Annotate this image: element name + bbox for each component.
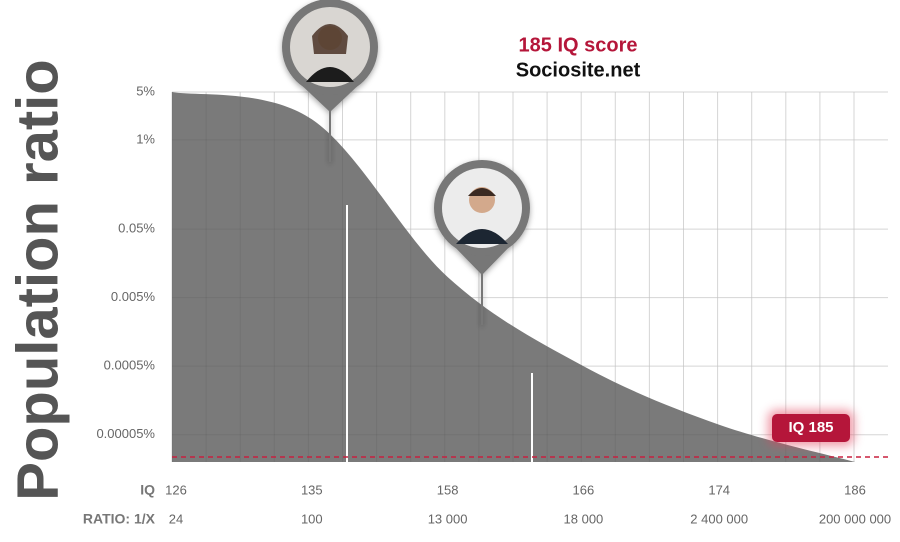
annotation: IQ 185 [788,419,833,436]
y-tick-label: 0.0005% [104,358,156,373]
area [172,92,888,462]
chart-title: 185 IQ score [519,34,638,56]
y-tick-label: 5% [136,83,155,98]
marks [172,92,888,462]
pin [434,160,530,325]
ratio-label: 13 000 [428,511,468,526]
pin [282,0,378,162]
x-tick-label: 158 [437,482,459,497]
y-tick-label: 1% [136,131,155,146]
y-tick-label: 0.005% [111,289,156,304]
x-tick-label: 174 [708,482,730,497]
ratio-label: 2 400 000 [690,511,748,526]
ratio-label: 18 000 [564,511,604,526]
x-tick-label: 186 [844,482,866,497]
annotation-badge [772,414,850,442]
ratio-label: 24 [169,511,183,526]
x-tick-label: 166 [573,482,595,497]
y-axis-label: Population ratio [5,59,70,500]
x-row-label: IQ [140,482,155,498]
chart-subtitle: Sociosite.net [516,59,641,81]
y-tick-label: 0.00005% [96,426,155,441]
ratio-label: 200 000 000 [819,511,891,526]
overlay-grid [171,91,888,462]
x-tick-label: 135 [301,482,323,497]
ratio-row-label: RATIO: 1/X [83,511,156,527]
ratio-label: 100 [301,511,323,526]
x-tick-label: 126 [165,482,187,497]
y-tick-label: 0.05% [118,221,155,236]
